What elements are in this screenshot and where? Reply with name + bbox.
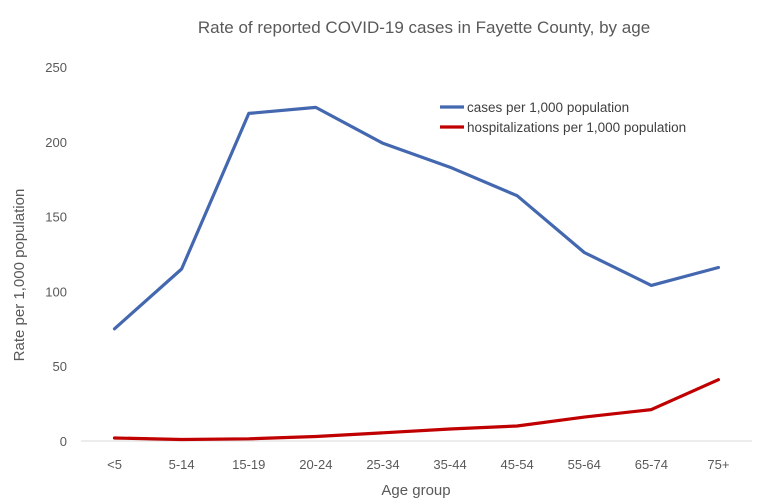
x-tick-label: 65-74: [635, 457, 668, 472]
y-tick-label: 0: [60, 434, 67, 449]
y-tick-label: 50: [53, 359, 67, 374]
x-tick-label: 25-34: [366, 457, 399, 472]
legend-entry: cases per 1,000 population: [467, 100, 629, 115]
x-axis-label: Age group: [381, 482, 450, 499]
x-tick-label: <5: [107, 457, 122, 472]
x-tick-label: 35-44: [433, 457, 466, 472]
y-tick-label: 150: [45, 210, 67, 225]
y-axis-ticks: 0 50 100 150 200 250: [45, 60, 67, 449]
y-axis-label: Rate per 1,000 population: [11, 189, 28, 362]
x-tick-label: 55-64: [568, 457, 601, 472]
legend: cases per 1,000 population hospitalizatio…: [440, 100, 686, 135]
y-tick-label: 200: [45, 135, 67, 150]
legend-entry: hospitalizations per 1,000 population: [467, 120, 686, 135]
x-tick-label: 75+: [707, 457, 729, 472]
series-line-hospitalizations: [112, 378, 721, 442]
x-tick-label: 5-14: [169, 457, 195, 472]
y-tick-label: 250: [45, 60, 67, 75]
x-tick-label: 20-24: [299, 457, 332, 472]
y-tick-label: 100: [45, 284, 67, 299]
series-layer: [112, 105, 721, 442]
series-line-cases: [112, 105, 721, 331]
chart-title: Rate of reported COVID-19 cases in Fayet…: [198, 18, 650, 37]
x-tick-label: 45-54: [501, 457, 534, 472]
x-tick-label: 15-19: [232, 457, 265, 472]
x-axis-ticks: <5 5-14 15-19 20-24 25-34 35-44 45-54 55-64 65-7…: [107, 457, 729, 472]
